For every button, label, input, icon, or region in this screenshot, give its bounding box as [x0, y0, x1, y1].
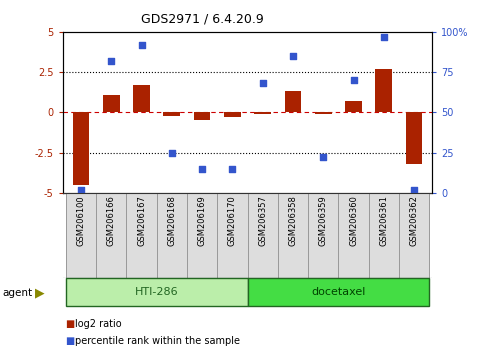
- Bar: [194, 113, 211, 120]
- Bar: [375, 69, 392, 113]
- Bar: [224, 113, 241, 117]
- Text: HTI-286: HTI-286: [135, 287, 179, 297]
- Text: agent: agent: [2, 288, 32, 298]
- Bar: [406, 113, 423, 164]
- Bar: [72, 113, 89, 185]
- Text: docetaxel: docetaxel: [311, 287, 366, 297]
- Bar: [133, 85, 150, 113]
- Point: [350, 78, 357, 83]
- Bar: [399, 193, 429, 278]
- Bar: [248, 193, 278, 278]
- Bar: [308, 193, 339, 278]
- Text: GDS2971 / 6.4.20.9: GDS2971 / 6.4.20.9: [142, 12, 264, 25]
- Point: [198, 166, 206, 172]
- Point: [228, 166, 236, 172]
- Bar: [187, 193, 217, 278]
- Text: GSM206359: GSM206359: [319, 195, 328, 246]
- Text: GSM206169: GSM206169: [198, 195, 207, 246]
- Text: GSM206166: GSM206166: [107, 195, 116, 246]
- Bar: [284, 91, 301, 113]
- Text: GSM206360: GSM206360: [349, 195, 358, 246]
- Point: [289, 53, 297, 59]
- Point: [410, 187, 418, 193]
- Text: GSM206170: GSM206170: [228, 195, 237, 246]
- Bar: [127, 193, 156, 278]
- Text: GSM206361: GSM206361: [379, 195, 388, 246]
- Bar: [248, 279, 429, 306]
- Bar: [278, 193, 308, 278]
- Text: ■: ■: [65, 336, 74, 346]
- Bar: [156, 193, 187, 278]
- Bar: [345, 101, 362, 113]
- Bar: [66, 193, 96, 278]
- Bar: [339, 193, 369, 278]
- Bar: [103, 95, 120, 113]
- Bar: [66, 279, 248, 306]
- Point: [77, 187, 85, 193]
- Point: [380, 34, 388, 40]
- Point: [107, 58, 115, 64]
- Bar: [369, 193, 399, 278]
- Bar: [315, 113, 332, 114]
- Bar: [217, 193, 248, 278]
- Text: GSM206362: GSM206362: [410, 195, 419, 246]
- Point: [138, 42, 145, 47]
- Text: GSM206357: GSM206357: [258, 195, 267, 246]
- Point: [259, 81, 267, 86]
- Point: [319, 155, 327, 160]
- Bar: [96, 193, 127, 278]
- Text: log2 ratio: log2 ratio: [75, 319, 122, 329]
- Text: GSM206100: GSM206100: [76, 195, 85, 246]
- Text: GSM206167: GSM206167: [137, 195, 146, 246]
- Text: percentile rank within the sample: percentile rank within the sample: [75, 336, 240, 346]
- Text: ■: ■: [65, 319, 74, 329]
- Text: ▶: ▶: [35, 287, 45, 299]
- Text: GSM206168: GSM206168: [167, 195, 176, 246]
- Text: GSM206358: GSM206358: [288, 195, 298, 246]
- Bar: [255, 113, 271, 114]
- Point: [168, 150, 176, 155]
- Bar: [163, 113, 180, 116]
